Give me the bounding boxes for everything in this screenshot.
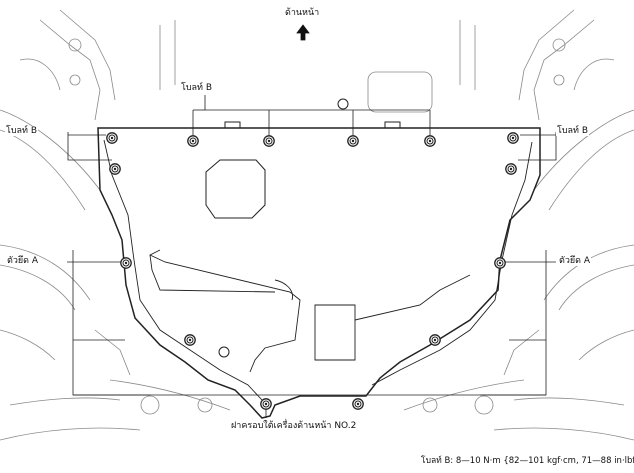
- bolt-b-top-label: โบลท์ B: [180, 83, 214, 93]
- vehicle-structure: [0, 9, 634, 441]
- bolt-b-marker: [187, 135, 199, 147]
- bolt-b-left-label: โบลท์ B: [5, 126, 39, 136]
- bolt-b-marker: [109, 163, 121, 175]
- bolt-marker: [352, 398, 364, 410]
- clip-a-marker: [120, 257, 132, 269]
- bolt-marker: [429, 334, 441, 346]
- front-label: ด้านหน้า: [284, 8, 321, 18]
- bolt-marker: [184, 334, 196, 346]
- bolt-b-marker: [424, 135, 436, 147]
- bolt-b-marker: [507, 132, 519, 144]
- bolt-b-marker: [263, 135, 275, 147]
- bolt-marker: [260, 398, 272, 410]
- bolt-b-marker: [505, 163, 517, 175]
- bolt-b-marker: [347, 135, 359, 147]
- cover-name-label: ฝาครอบใต้เครื่องด้านหน้า NO.2: [230, 421, 358, 431]
- clip-a-marker: [494, 257, 506, 269]
- undercover-panel: [97, 98, 541, 419]
- clip-a-left-label: ตัวยึด A: [6, 256, 40, 266]
- front-arrow-icon: [296, 24, 310, 41]
- bolt-markers: [106, 132, 519, 410]
- leader-lines: [67, 95, 557, 418]
- bolt-b-marker: [106, 132, 118, 144]
- bolt-b-right-label: โบลท์ B: [556, 126, 590, 136]
- torque-spec-note: โบลท์ B: 8—10 N·m {82—101 kgf·cm, 71—88 …: [420, 456, 634, 466]
- clip-a-right-label: ตัวยึด A: [558, 256, 592, 266]
